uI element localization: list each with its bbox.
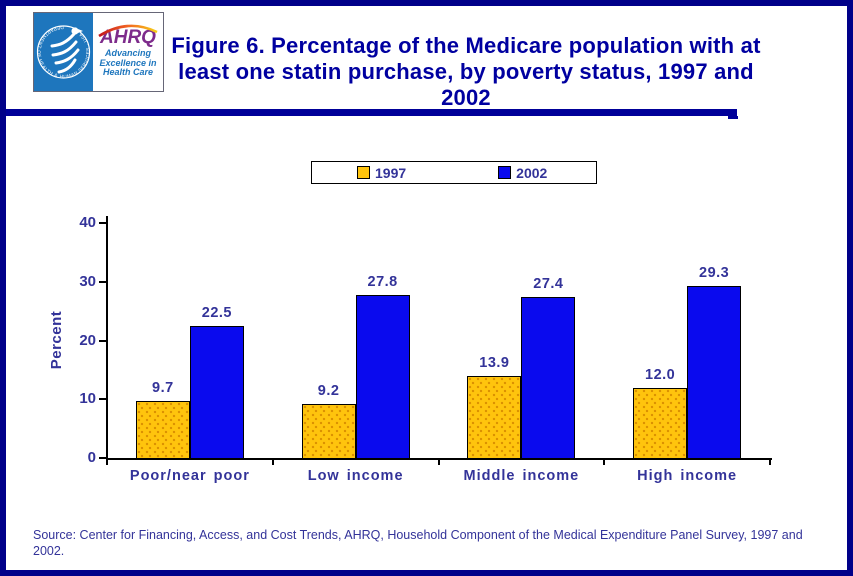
figure-title-line2: least one statin purchase, by poverty st… [178,59,754,110]
bar-value-label: 27.8 [367,273,398,290]
bar-value-label: 9.2 [317,382,340,399]
bar-2002-low-income [355,294,410,459]
y-tick-mark [99,457,106,459]
figure-title-line1: Figure 6. Percentage of the Medicare pop… [171,33,761,58]
y-tick-mark [99,398,106,401]
x-tick-mark [106,458,108,465]
agency-logo: DEPARTMENT OF HEALTH & HUMAN SERVICES · … [33,12,164,92]
bar-1997-low-income [301,403,356,459]
y-tick-mark [99,222,106,224]
y-tick-label-10: 10 [79,390,96,408]
category-label-middle-income: Middle income [463,468,580,484]
source-note: Source: Center for Financing, Access, an… [33,528,803,558]
y-tick-mark [99,280,106,283]
legend-item-1997: 1997 [357,165,406,181]
ahrq-acronym: AHRQ [100,27,156,48]
ahrq-rainbow-arc-icon [98,24,158,37]
category-label-poor-near-poor: Poor/near poor [129,468,250,484]
x-tick-mark [271,458,274,465]
x-tick-mark [603,458,606,465]
ahrq-tagline: Advancing Excellence in Health Care [99,48,157,77]
bar-2002-middle-income [521,297,576,459]
y-tick-mark [99,339,106,342]
x-tick-mark [769,458,771,465]
y-tick-label-40: 40 [79,214,96,231]
legend-swatch-1997 [357,166,370,179]
y-tick-label-0: 0 [87,449,96,466]
legend-item-2002: 2002 [498,165,547,181]
bar-1997-poor-near-poor [135,401,190,459]
hhs-eagle-icon: DEPARTMENT OF HEALTH & HUMAN SERVICES · … [36,25,91,79]
legend-label: 2002 [516,164,548,181]
bar-1997-middle-income [467,376,522,459]
y-tick-label-20: 20 [79,331,96,349]
bar-value-label: 29.3 [699,264,730,281]
y-tick-label-30: 30 [79,272,96,290]
bar-value-label: 27.4 [533,276,564,293]
ahrq-logo: AHRQ Advancing Excellence in Health Care [93,13,163,91]
bar-value-label: 9.7 [152,380,174,396]
hhs-logo: DEPARTMENT OF HEALTH & HUMAN SERVICES · … [34,13,93,91]
legend-swatch-2002 [498,166,512,179]
x-tick-mark [437,458,440,465]
header-divider-bar [6,109,738,119]
bar-value-label: 22.5 [201,304,232,321]
bar-2002-poor-near-poor [189,325,244,459]
legend-label: 1997 [375,164,407,181]
bar-1997-high-income [633,387,688,459]
y-axis-line [106,216,108,460]
category-label-low-income: Low income [307,468,404,484]
bar-value-label: 13.9 [479,355,510,372]
figure-title: Figure 6. Percentage of the Medicare pop… [160,33,772,111]
bar-value-label: 12.0 [645,366,676,383]
bar-2002-high-income [687,285,742,459]
category-label-high-income: High income [637,468,738,484]
chart-legend: 1997 2002 [311,161,597,184]
